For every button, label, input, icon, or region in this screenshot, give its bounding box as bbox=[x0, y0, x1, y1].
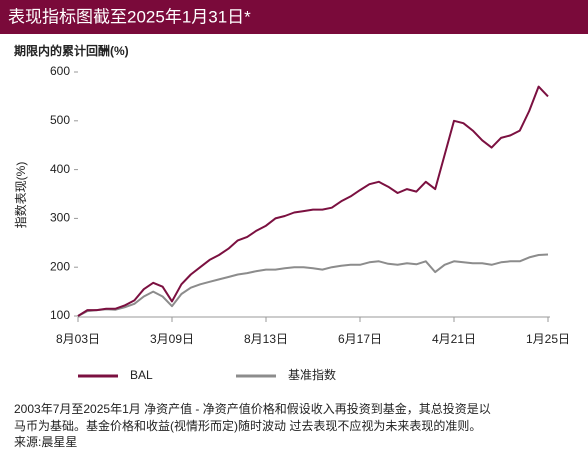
legend-label: 基准指数 bbox=[288, 367, 336, 382]
y-tick-label: 500 bbox=[50, 113, 70, 127]
y-tick-label: 100 bbox=[50, 308, 70, 322]
x-tick-label: 3月09日 bbox=[150, 332, 194, 346]
x-tick-label: 4月21日 bbox=[432, 332, 476, 346]
header-bar bbox=[0, 0, 588, 34]
note: 马币为基础。基金价格和收益(视情形而定)随时波动 过去表现不应视为未来表现的准则… bbox=[14, 418, 481, 433]
legend-label: BAL bbox=[130, 368, 153, 382]
y-axis-label: 指数表现(%) bbox=[13, 162, 28, 229]
note: 2003年7月至2025年1月 净资产值 - 净资产值价格和假设收入再投资到基金… bbox=[14, 401, 491, 416]
y-tick-label: 400 bbox=[50, 162, 70, 176]
series-line bbox=[77, 253, 549, 317]
chart-title: 表现指标图截至2025年1月31日* bbox=[8, 7, 251, 26]
chart-subtitle: 期限内的累计回酬(%) bbox=[14, 43, 129, 58]
y-tick-label: 200 bbox=[50, 259, 70, 273]
x-tick-label: 8月13日 bbox=[244, 332, 288, 346]
y-tick-label: 300 bbox=[50, 211, 70, 225]
x-tick-label: 6月17日 bbox=[338, 332, 382, 346]
y-tick-label: 600 bbox=[50, 64, 70, 78]
x-tick-label: 1月25日 bbox=[526, 332, 570, 346]
x-tick-label: 8月03日 bbox=[56, 332, 100, 346]
source: 来源:晨星星 bbox=[14, 435, 77, 449]
series-line bbox=[77, 85, 549, 317]
